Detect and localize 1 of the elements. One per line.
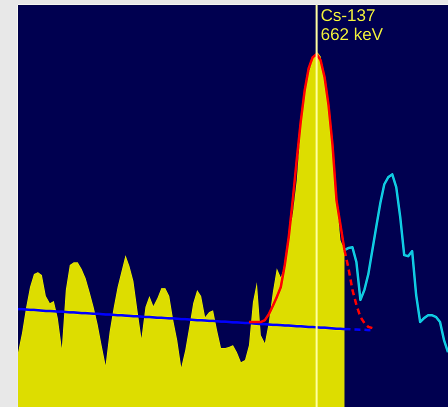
text: Cs-137 662 keV [320, 6, 384, 44]
